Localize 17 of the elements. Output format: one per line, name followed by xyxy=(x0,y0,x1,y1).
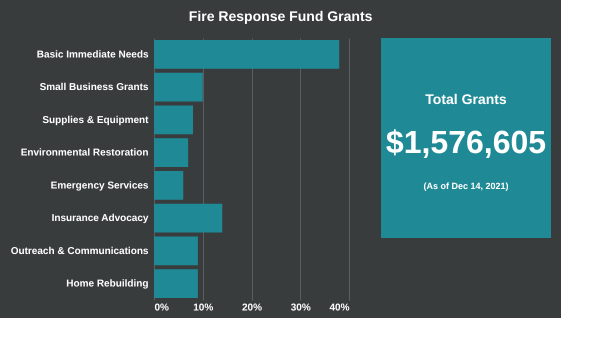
x-tick-label: 40% xyxy=(329,302,350,314)
y-tick-label: Outreach & Communications xyxy=(10,246,149,257)
y-tick-label: Emergency Services xyxy=(50,180,149,192)
x-tick-label: 0% xyxy=(154,302,170,314)
y-tick-label: Small Business Grants xyxy=(40,82,149,94)
y-tick-label: Environmental Restoration xyxy=(20,148,148,159)
y-tick-label: Supplies & Equipment xyxy=(42,114,150,126)
y-tick-label: Insurance Advocacy xyxy=(52,213,149,224)
chart-title: Fire Response Fund Grants xyxy=(188,8,373,24)
x-tick-label: 10% xyxy=(193,302,214,314)
y-tick-label: Home Rebuilding xyxy=(66,278,148,290)
x-tick-label: 20% xyxy=(242,302,262,314)
text: Total Grants xyxy=(425,91,507,107)
x-tick-label: 30% xyxy=(290,302,311,314)
text: $1,576,605 xyxy=(386,124,546,160)
text: (As of Dec 14, 2021) xyxy=(423,181,509,191)
y-tick-label: Basic Immediate Needs xyxy=(36,49,149,60)
